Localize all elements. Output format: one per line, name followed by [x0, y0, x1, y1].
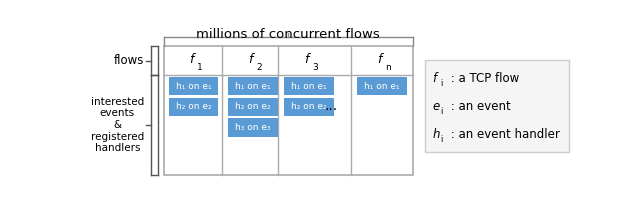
Text: millions of concurrent flows: millions of concurrent flows — [196, 28, 380, 41]
Text: n: n — [385, 63, 391, 72]
Text: h₂ on e₂: h₂ on e₂ — [176, 102, 211, 111]
Text: f: f — [305, 53, 309, 66]
Bar — [228, 118, 278, 137]
Text: h₂ on e₂: h₂ on e₂ — [291, 102, 327, 111]
Text: 3: 3 — [312, 63, 318, 72]
Text: h₁ on e₁: h₁ on e₁ — [291, 82, 327, 91]
Text: flows: flows — [114, 54, 144, 67]
Bar — [164, 46, 413, 175]
Bar — [284, 98, 334, 116]
Text: 1: 1 — [196, 63, 202, 72]
Bar — [228, 77, 278, 95]
Text: h₁ on e₁: h₁ on e₁ — [364, 82, 400, 91]
Bar — [284, 77, 334, 95]
Text: interested
events
&
registered
handlers: interested events & registered handlers — [91, 97, 144, 153]
Bar — [169, 77, 218, 95]
Text: i: i — [440, 135, 443, 144]
Text: f: f — [433, 72, 436, 85]
Text: h₁ on e₁: h₁ on e₁ — [176, 82, 211, 91]
Text: h₂ on e₂: h₂ on e₂ — [236, 102, 271, 111]
Text: e: e — [433, 100, 440, 113]
Text: f: f — [378, 53, 382, 66]
Text: f: f — [248, 53, 253, 66]
Bar — [357, 77, 407, 95]
Bar — [228, 98, 278, 116]
Text: f: f — [189, 53, 193, 66]
Text: h: h — [433, 128, 440, 141]
Text: : a TCP flow: : a TCP flow — [447, 72, 519, 85]
Text: i: i — [440, 107, 443, 116]
Text: h₃ on e₃: h₃ on e₃ — [236, 123, 271, 132]
Bar — [169, 98, 218, 116]
Text: 2: 2 — [256, 63, 262, 72]
FancyBboxPatch shape — [425, 60, 568, 152]
Text: i: i — [440, 79, 443, 88]
Text: h₁ on e₁: h₁ on e₁ — [236, 82, 271, 91]
Text: : an event: : an event — [447, 100, 510, 113]
Text: : an event handler: : an event handler — [447, 128, 559, 141]
Text: ...: ... — [325, 99, 338, 113]
